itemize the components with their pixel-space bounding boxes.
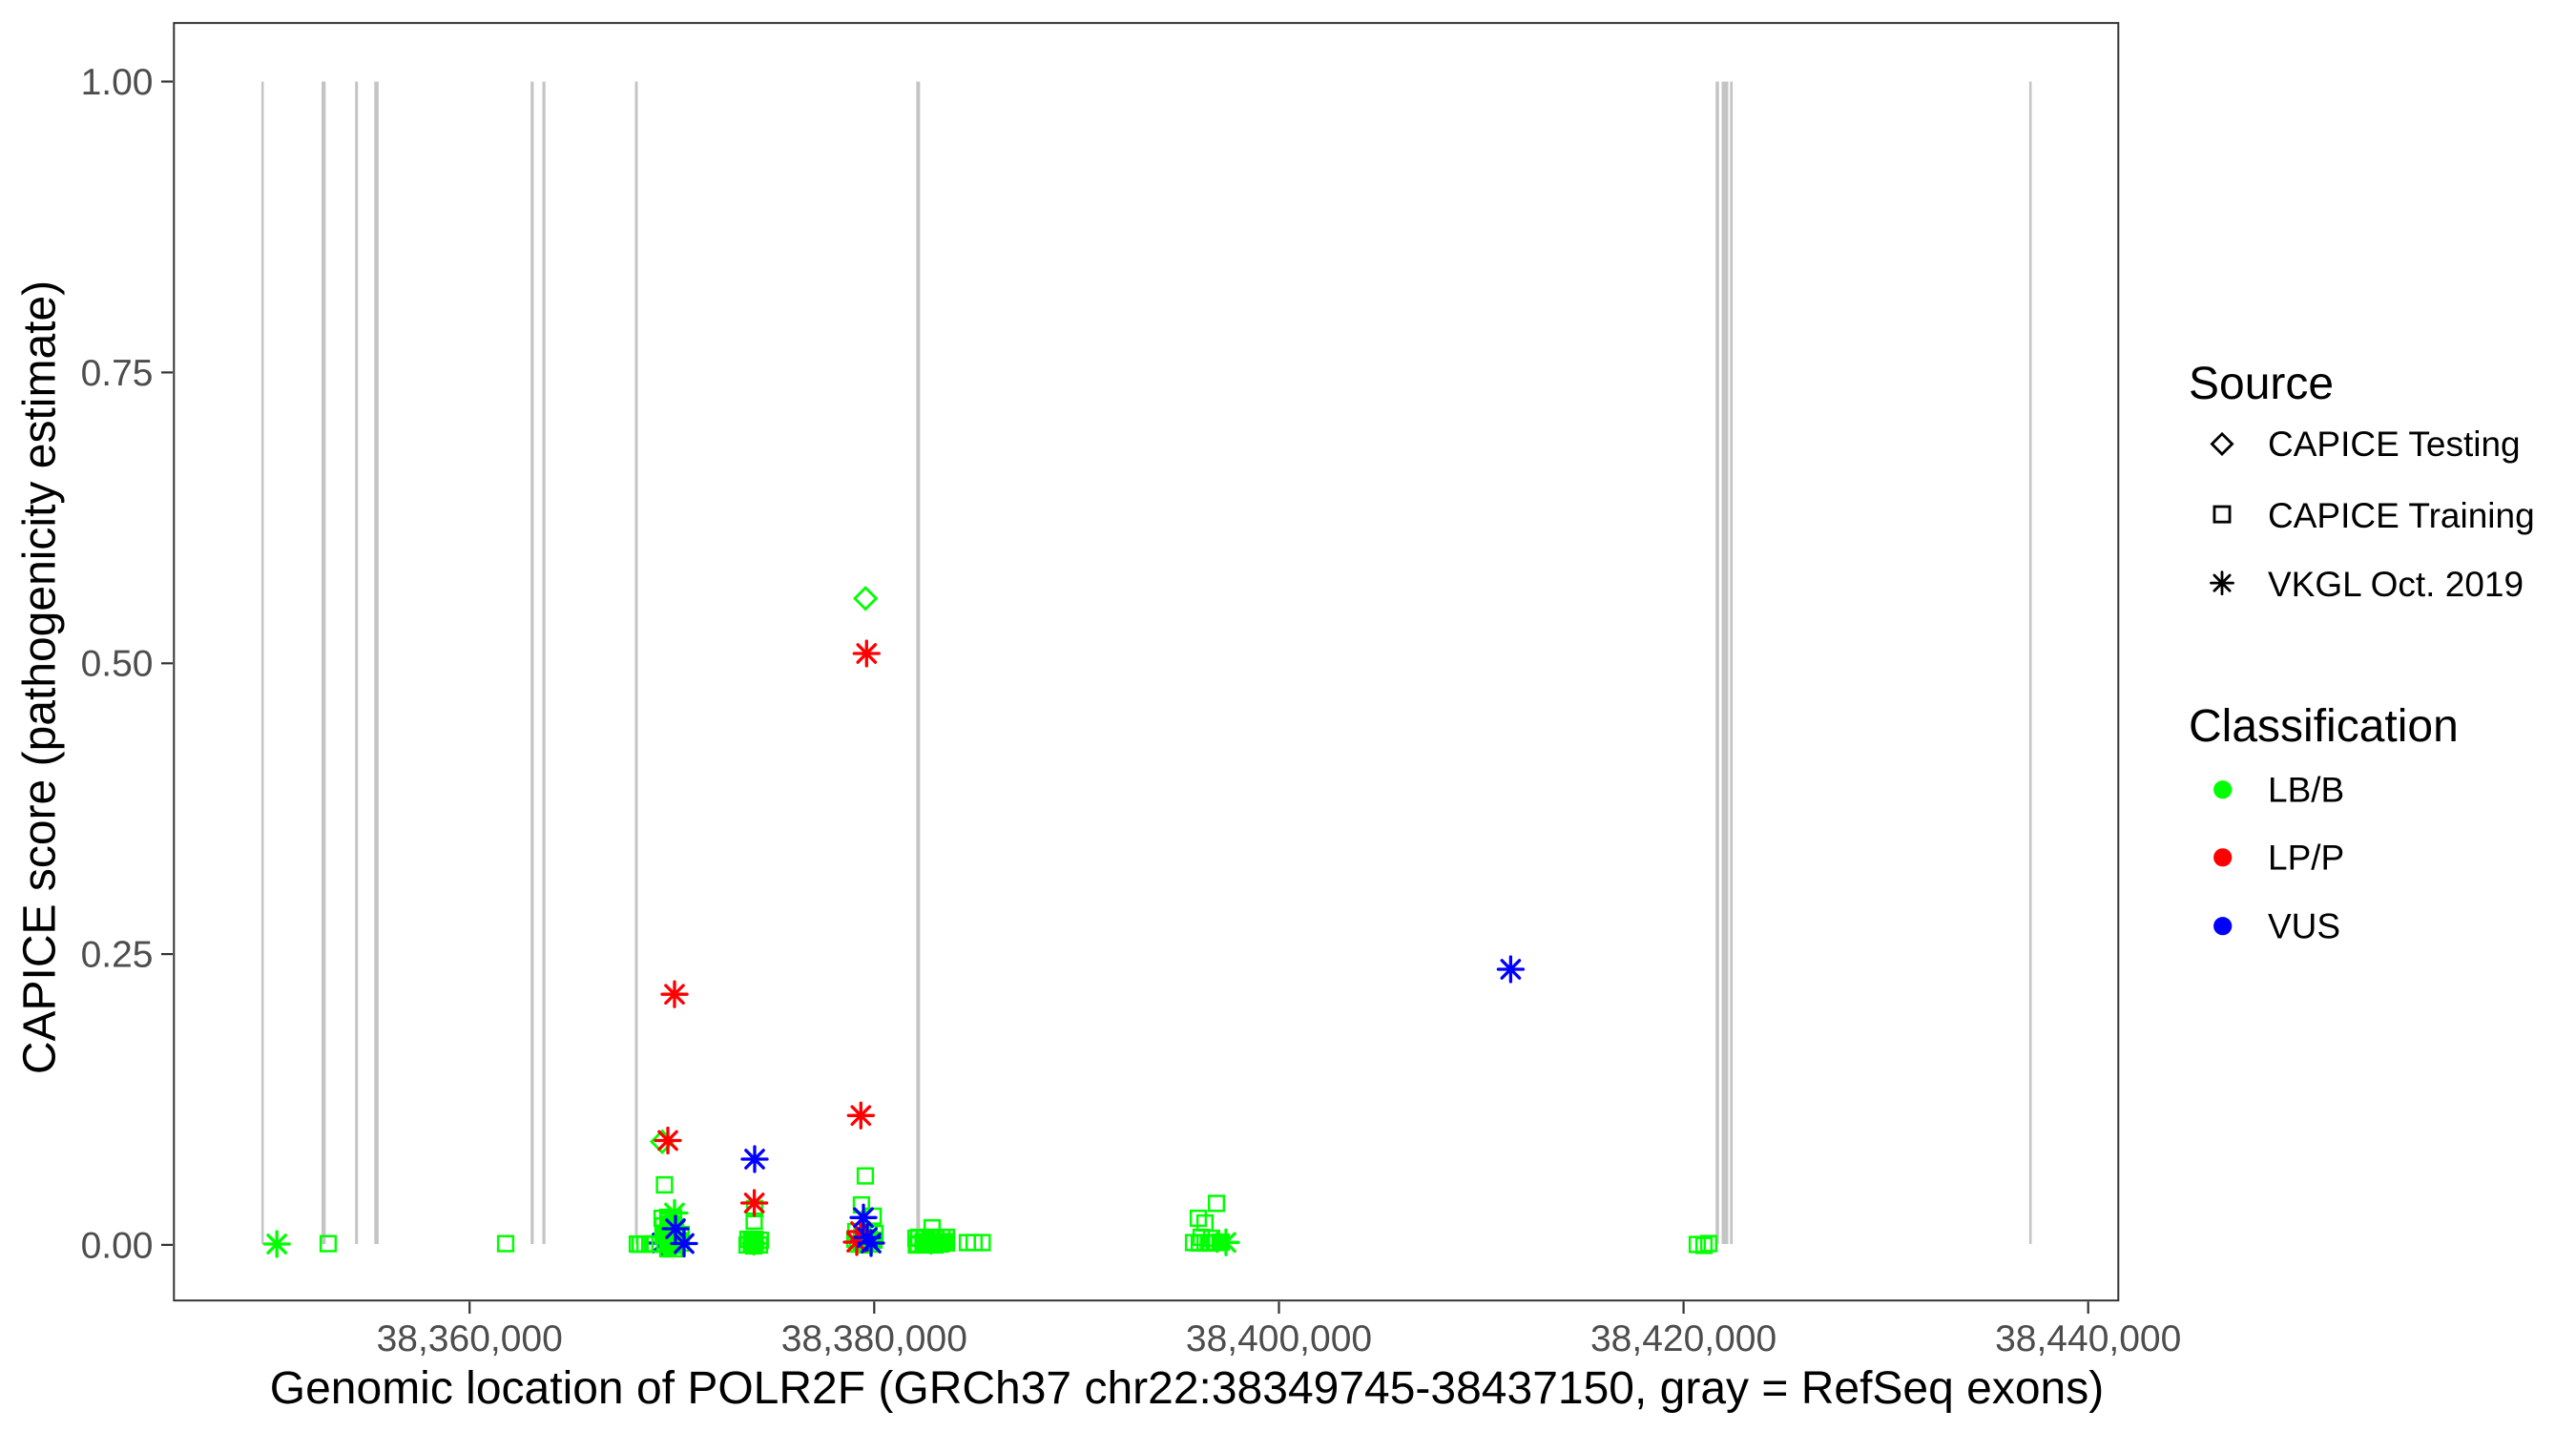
svg-text:CAPICE Training: CAPICE Training bbox=[2268, 496, 2535, 535]
svg-text:LB/B: LB/B bbox=[2268, 770, 2344, 809]
svg-text:1.00: 1.00 bbox=[81, 62, 154, 103]
svg-text:VKGL Oct. 2019: VKGL Oct. 2019 bbox=[2268, 565, 2524, 604]
svg-text:38,380,000: 38,380,000 bbox=[781, 1318, 967, 1359]
svg-text:0.75: 0.75 bbox=[81, 353, 154, 394]
svg-text:LP/P: LP/P bbox=[2268, 839, 2344, 878]
svg-text:0.50: 0.50 bbox=[81, 644, 154, 685]
svg-text:VUS: VUS bbox=[2268, 906, 2340, 945]
svg-text:38,440,000: 38,440,000 bbox=[1995, 1318, 2181, 1359]
svg-text:0.25: 0.25 bbox=[81, 935, 154, 976]
svg-text:Source: Source bbox=[2189, 359, 2334, 409]
svg-text:38,360,000: 38,360,000 bbox=[377, 1318, 563, 1359]
svg-text:38,400,000: 38,400,000 bbox=[1186, 1318, 1372, 1359]
svg-text:38,420,000: 38,420,000 bbox=[1590, 1318, 1776, 1359]
svg-text:CAPICE Testing: CAPICE Testing bbox=[2268, 425, 2521, 464]
svg-text:0.00: 0.00 bbox=[81, 1225, 154, 1266]
svg-text:CAPICE score (pathogenicity es: CAPICE score (pathogenicity estimate) bbox=[15, 280, 66, 1074]
svg-text:Genomic location of POLR2F (GR: Genomic location of POLR2F (GRCh37 chr22… bbox=[270, 1363, 2104, 1414]
svg-text:Classification: Classification bbox=[2189, 701, 2459, 752]
